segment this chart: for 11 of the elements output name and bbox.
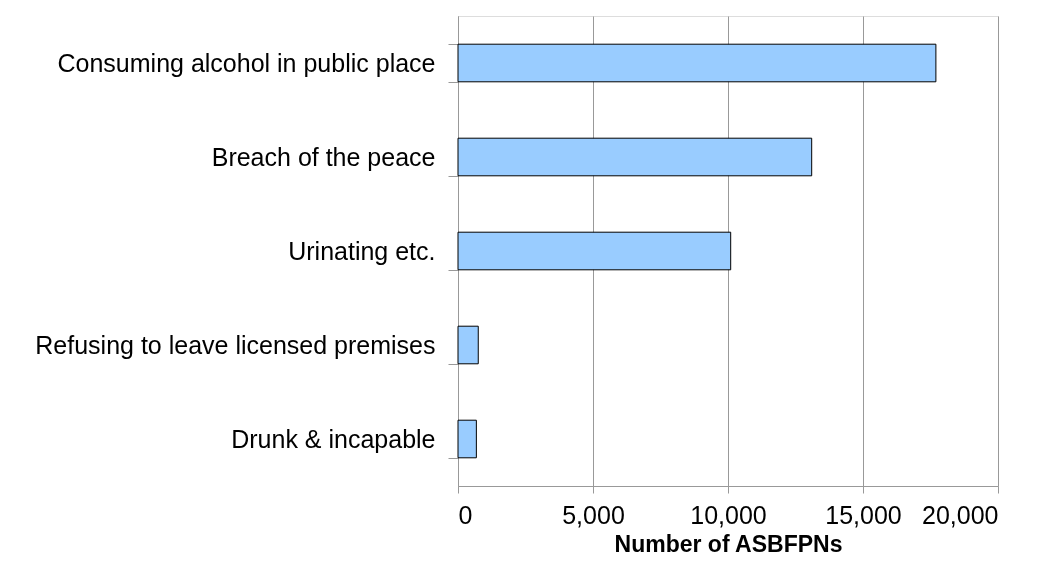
y-tick-label: Breach of the peace — [211, 142, 436, 171]
x-axis-title: Number of ASBFPNs — [614, 530, 843, 557]
y-tick-label: Drunk & incapable — [231, 424, 436, 453]
x-tick-label: 20,000 — [922, 500, 999, 529]
x-tick-label: 15,000 — [825, 500, 902, 529]
y-tick-label: Consuming alcohol in public place — [57, 48, 436, 77]
x-tick-label: 5,000 — [562, 500, 625, 529]
x-tick-label: 10,000 — [690, 500, 767, 529]
x-tick-label: 0 — [458, 500, 473, 529]
y-tick-label: Urinating etc. — [288, 236, 436, 265]
y-tick-label: Refusing to leave licensed premises — [35, 330, 436, 359]
